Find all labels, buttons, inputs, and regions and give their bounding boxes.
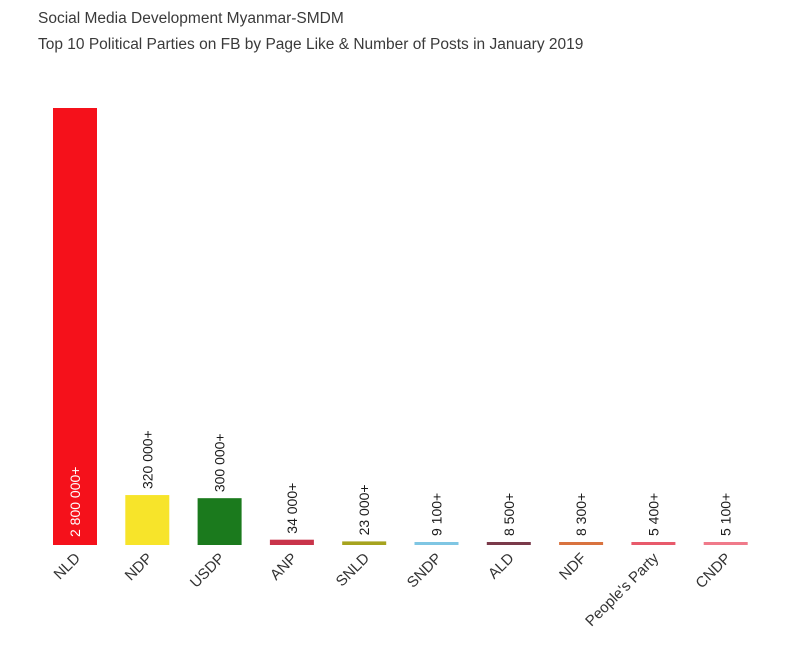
value-label: 8 500+ — [501, 493, 517, 536]
category-label: SNLD — [333, 550, 373, 590]
category-label: SNDP — [404, 550, 445, 591]
category-label: ALD — [485, 550, 518, 583]
bar-ald — [486, 542, 531, 545]
value-label: 23 000+ — [356, 484, 372, 535]
chart-subtitle: Top 10 Political Parties on FB by Page L… — [38, 36, 584, 53]
value-label: 34 000+ — [284, 483, 300, 534]
category-label: USDP — [187, 550, 228, 591]
bar-snld — [342, 541, 387, 545]
value-label: 5 400+ — [645, 493, 661, 536]
bar-ndf — [559, 542, 604, 545]
bar-ndp — [125, 495, 170, 545]
value-label: 9 100+ — [429, 493, 445, 536]
category-label: NDP — [122, 550, 156, 584]
bar-sndp — [414, 542, 459, 545]
category-label: ANP — [267, 550, 301, 584]
bar-anp — [269, 539, 314, 545]
category-label: CNDP — [692, 550, 734, 592]
category-label: People's Party — [582, 549, 662, 629]
value-label: 5 100+ — [718, 493, 734, 536]
value-label: 300 000+ — [212, 433, 228, 492]
value-label: 8 300+ — [573, 493, 589, 536]
value-label: 320 000+ — [139, 430, 155, 489]
bar-usdp — [197, 498, 242, 545]
chart-title-block: Social Media Development Myanmar-SMDM To… — [38, 8, 583, 55]
chart-title: Social Media Development Myanmar-SMDM — [38, 10, 344, 27]
bar-cndp — [703, 542, 748, 545]
bar-people-s-party — [631, 542, 676, 545]
value-labels-group: 2 800 000+ 320 000+ 300 000+ 34 000+ 23 000+… — [67, 430, 734, 537]
value-label: 2 800 000+ — [67, 467, 83, 537]
category-label: NDF — [556, 550, 590, 584]
category-label: NLD — [51, 550, 84, 583]
bar-nld — [53, 108, 97, 545]
bars-group — [53, 108, 748, 545]
